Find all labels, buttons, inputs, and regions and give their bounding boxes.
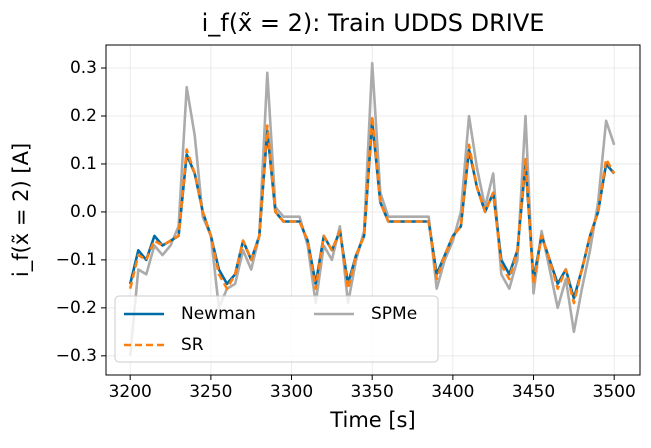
x-tick-label: 3300 [270,382,313,402]
legend-label: SPMe [371,304,417,324]
y-tick-label: 0.0 [70,202,97,222]
x-tick-label: 3400 [431,382,474,402]
plot-frame [105,44,641,376]
chart-title: i_f(x̃ = 2): Train UDDS DRIVE [202,9,545,37]
legend-label: Newman [181,304,256,324]
x-tick-label: 3200 [109,382,152,402]
y-tick-label: −0.2 [56,298,97,318]
y-tick-label: −0.3 [56,346,97,366]
x-tick-label: 3250 [189,382,232,402]
line-series [128,114,616,305]
x-axis-label: Time [s] [329,408,415,432]
y-tick-label: 0.3 [70,58,97,78]
legend-label: SR [181,335,204,355]
y-tick-label: 0.2 [70,106,97,126]
x-tick-label: 3450 [512,382,555,402]
x-tick-label: 3500 [593,382,636,402]
y-tick-label: 0.1 [70,154,97,174]
x-tick-label: 3350 [351,382,394,402]
y-tick-label: −0.1 [56,250,97,270]
legend: Newman SR SPMe [114,295,439,363]
y-axis-label: i_f(x̃ = 2) [A] [9,143,34,277]
legend-box [114,295,439,363]
